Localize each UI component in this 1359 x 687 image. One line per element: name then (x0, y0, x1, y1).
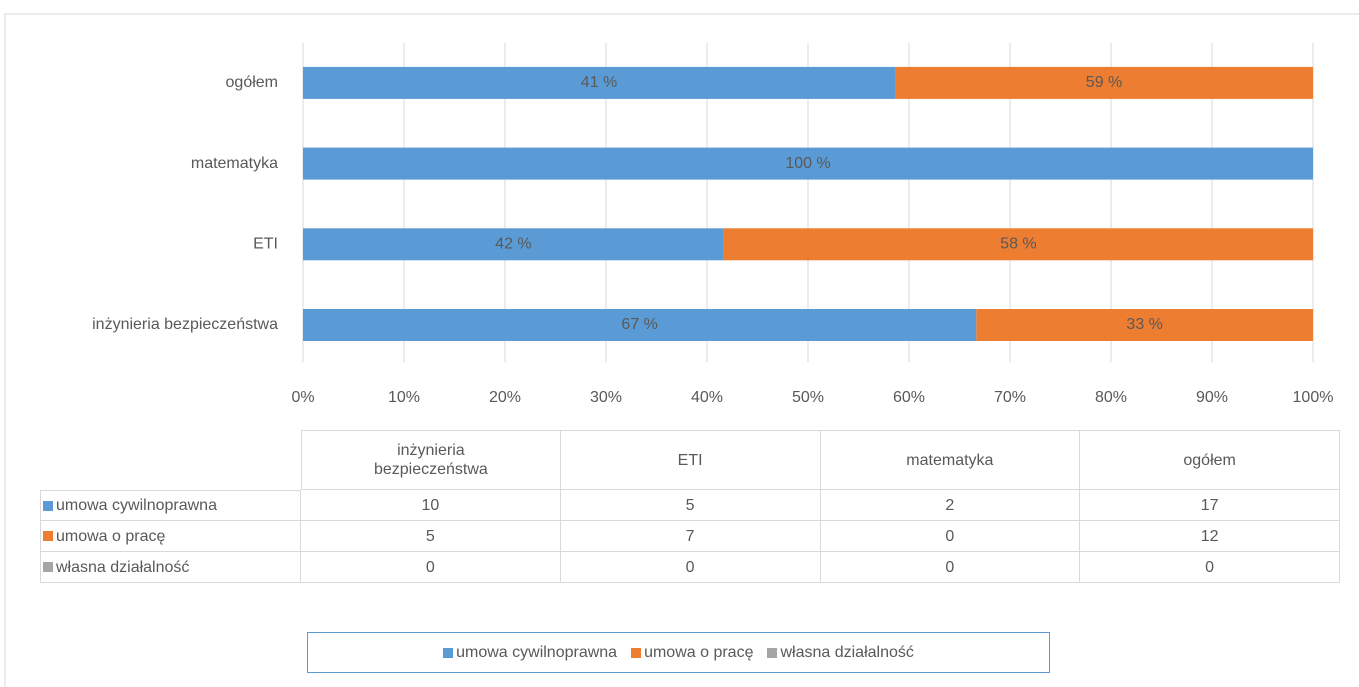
legend-swatch (767, 647, 778, 658)
bar-segment (723, 228, 1313, 261)
y-tick-label: matematyka (191, 155, 278, 172)
table-cell: 0 (820, 552, 1081, 583)
legend-item: własna działalność (767, 643, 914, 662)
data-label: 59 % (1086, 74, 1122, 91)
x-tick-label: 30% (590, 389, 622, 406)
data-label: 100 % (785, 155, 830, 172)
table-row-header: własna działalność (40, 552, 301, 583)
bar-segment (303, 147, 1313, 180)
table-cell: 0 (301, 552, 561, 583)
bar-segment (303, 66, 896, 99)
table-cell: 0 (560, 552, 821, 583)
legend-swatch (443, 647, 454, 658)
table-cell: 2 (820, 490, 1081, 521)
data-label: 67 % (621, 316, 657, 333)
bar-segment (303, 228, 724, 261)
table-cell: 10 (301, 490, 561, 521)
table-cell: 0 (820, 521, 1081, 552)
x-tick-label: 50% (792, 389, 824, 406)
row-label: umowa o pracę (56, 527, 166, 545)
row-label: własna działalność (56, 558, 190, 576)
data-label: 41 % (581, 74, 617, 91)
legend-label: własna działalność (780, 643, 914, 661)
table-header: matematyka (820, 430, 1081, 490)
x-tick-label: 80% (1095, 389, 1127, 406)
table-row-header: umowa o pracę (40, 521, 301, 552)
x-tick-label: 20% (489, 389, 521, 406)
x-tick-label: 60% (893, 389, 925, 406)
x-tick-label: 90% (1196, 389, 1228, 406)
y-tick-label: inżynieria bezpieczeństwa (92, 316, 278, 333)
x-tick-label: 70% (994, 389, 1026, 406)
table-cell: 17 (1080, 490, 1340, 521)
legend-swatch (43, 562, 53, 572)
legend-item: umowa cywilnoprawna (443, 644, 617, 662)
bar-segment (303, 309, 977, 341)
legend-swatch (43, 500, 53, 511)
table-header: ETI (560, 430, 821, 490)
table-cell: 7 (560, 521, 821, 552)
row-label: umowa cywilnoprawna (56, 497, 217, 514)
table-cell: 5 (301, 521, 561, 552)
chart-frame (4, 13, 1359, 687)
y-tick-label: ETI (253, 236, 278, 253)
data-label: 33 % (1126, 316, 1162, 333)
table-cell: 5 (560, 490, 821, 521)
x-tick-label: 40% (691, 389, 723, 406)
x-tick-label: 10% (388, 389, 420, 406)
bar-segment (976, 309, 1313, 341)
legend-label: umowa o pracę (644, 643, 754, 661)
legend-item: umowa o pracę (631, 644, 753, 662)
table-cell: 12 (1080, 521, 1340, 552)
y-tick-label: ogółem (226, 74, 278, 91)
x-tick-label: 100% (1293, 389, 1334, 406)
legend-label: umowa cywilnoprawna (456, 643, 618, 661)
bar-segment (895, 66, 1313, 99)
data-label: 42 % (495, 236, 531, 253)
x-tick-label: 0% (291, 389, 314, 406)
data-label: 58 % (1000, 236, 1036, 253)
table-header: ogółem (1080, 430, 1340, 490)
legend: umowa cywilnoprawna umowa o pracę własna d… (307, 632, 1050, 673)
legend-swatch (43, 531, 53, 541)
table-cell: 0 (1080, 552, 1340, 583)
table-header: inżynieria bezpieczeństwa (301, 430, 561, 490)
legend-swatch (631, 647, 642, 658)
table-row-header: umowa cywilnoprawna (40, 490, 301, 521)
